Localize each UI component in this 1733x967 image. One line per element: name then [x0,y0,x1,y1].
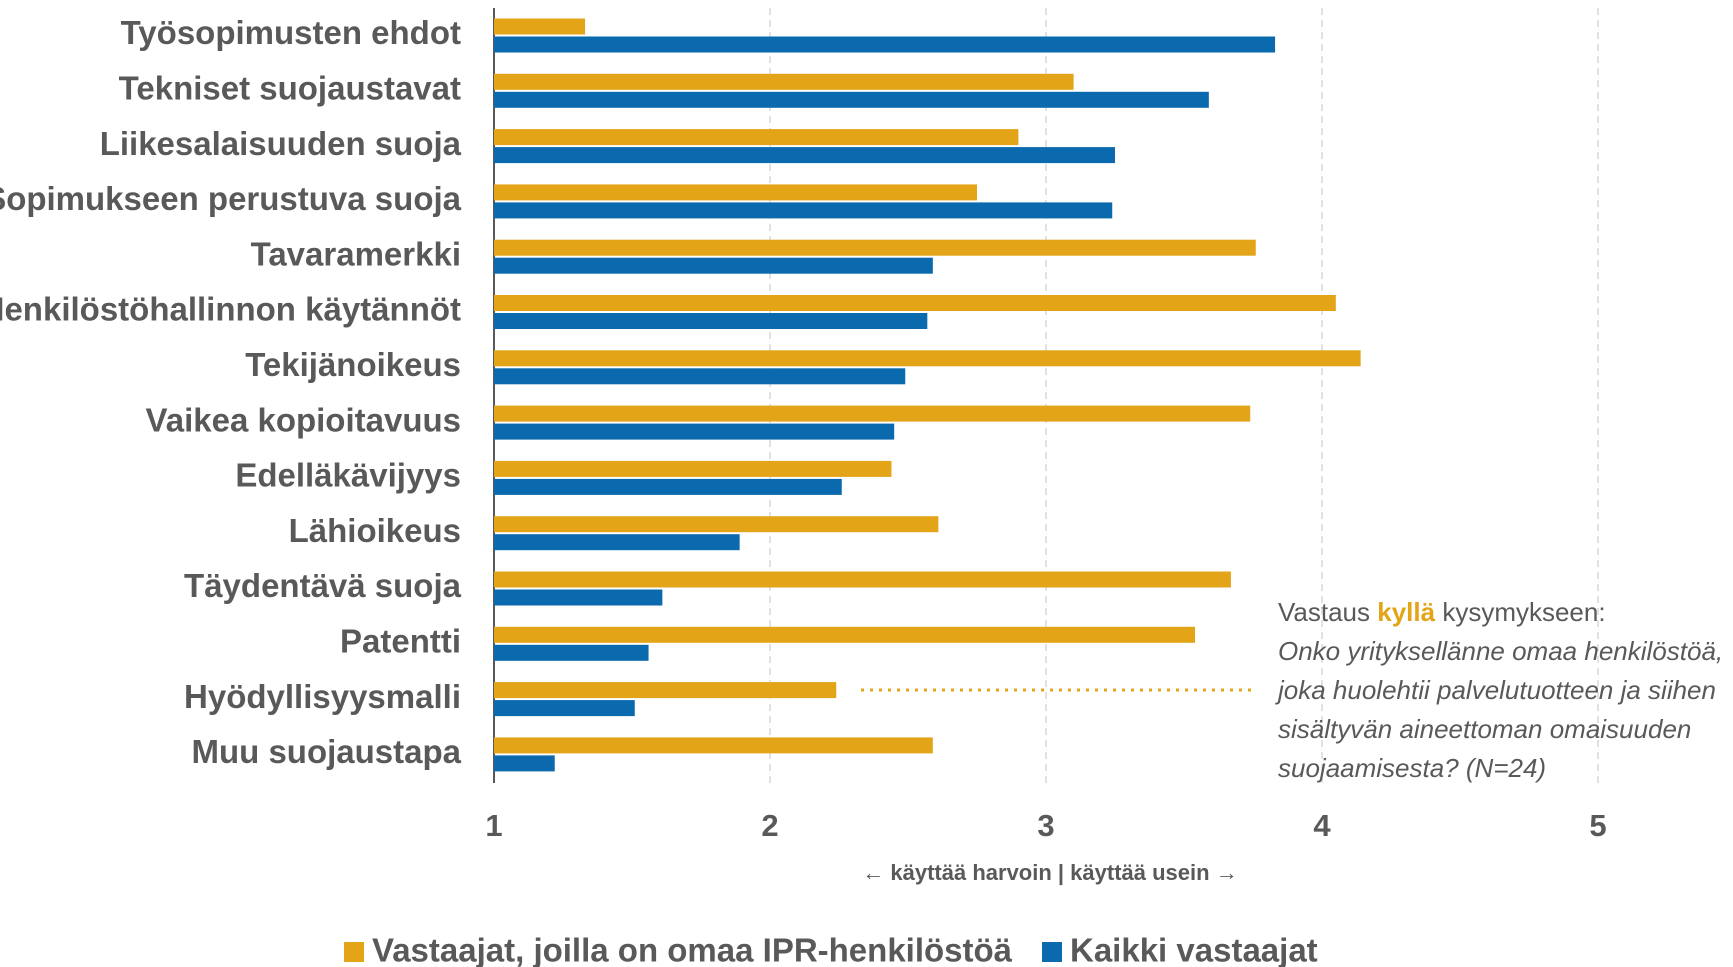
category-label: Työsopimusten ehdot [121,14,461,51]
annotation-suffix: kysymykseen: [1442,597,1605,627]
legend-swatch [1042,942,1062,962]
category-label: Edelläkävijyys [235,457,461,494]
legend-swatch [344,942,364,962]
bar [494,91,1209,108]
category-label: Tavaramerkki [251,235,461,272]
bar [494,147,1115,164]
bar [494,682,837,699]
bar [494,644,649,661]
bar [494,18,586,35]
annotation-highlight: kyllä [1377,597,1435,627]
bar [494,460,892,477]
bar [494,202,1113,219]
bar [494,257,933,274]
bar [494,73,1074,90]
bar [494,313,928,329]
category-label: Vaikea kopioitavuus [146,401,461,438]
annotation-question: sisältyvän aineettoman omaisuuden [1278,714,1691,744]
bar [494,534,740,551]
category-label: Täydentävä suoja [184,567,462,604]
bar [494,589,663,606]
x-tick-label: 2 [761,808,778,843]
bar [494,478,842,495]
x-tick-label: 3 [1037,808,1054,843]
annotation-question: Onko yrityksellänne omaa henkilöstöä, [1278,636,1723,666]
category-label: Hyödyllisyysmalli [184,678,461,715]
category-label: Lähioikeus [289,512,461,549]
x-tick-label: 1 [485,808,502,843]
annotation-heading: Vastaus kyllä kysymykseen: [1278,597,1606,627]
annotation-question: joka huolehtii palvelutuotteen ja siihen [1275,675,1716,705]
bar [494,626,1196,643]
bar [494,239,1256,256]
bar [494,423,895,440]
bar [494,36,1276,53]
bar [494,755,555,772]
bar [494,129,1019,146]
legend-label: Vastaajat, joilla on omaa IPR-henkilöstö… [372,932,1013,967]
category-label: Tekijänoikeus [245,346,461,383]
legend-label: Kaikki vastaajat [1070,932,1318,967]
axis-note: ← käyttää harvoin | käyttää usein → [862,860,1237,885]
bar [494,700,635,717]
category-label: Sopimukseen perustuva suoja [0,180,462,217]
bar [494,184,977,201]
category-label: Tekniset suojaustavat [119,70,461,107]
category-label: Henkilöstöhallinnon käytännöt [0,291,461,328]
annotation-question: suojaamisesta? (N=24) [1278,753,1546,783]
bar [494,516,939,533]
annotation-prefix: Vastaus [1278,597,1370,627]
bar [494,295,1336,311]
bar [494,571,1231,588]
x-tick-label: 4 [1313,808,1331,843]
x-tick-label: 5 [1589,808,1606,843]
category-label: Liikesalaisuuden suoja [100,125,462,162]
category-label: Muu suojaustapa [191,733,461,770]
bar [494,405,1251,422]
category-label: Patentti [340,623,461,660]
bar [494,737,933,754]
bar [494,368,906,385]
bar [494,350,1361,367]
